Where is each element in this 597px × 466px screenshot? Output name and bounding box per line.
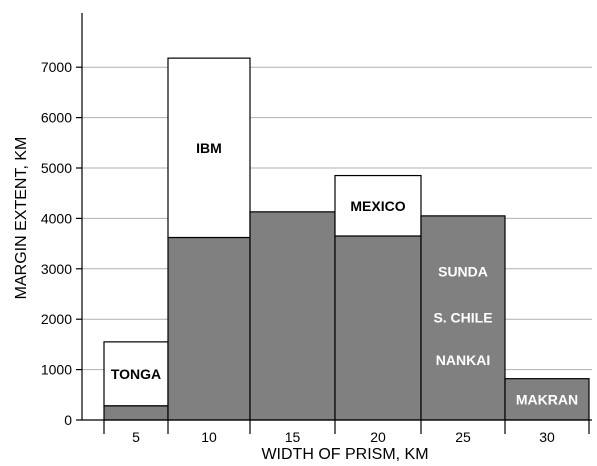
- y-tick-label: 3000: [41, 261, 72, 277]
- bar-annotation: SUNDA: [438, 263, 488, 279]
- x-tick-label: 20: [370, 429, 386, 445]
- bar-gray-segment: [420, 215, 506, 421]
- bar-gray-segment: [167, 236, 251, 421]
- y-tick-label: 7000: [41, 59, 72, 75]
- y-ticks: 0 1000 2000 3000 4000 5000 6000 7000: [41, 59, 82, 428]
- y-tick-label: 1000: [41, 362, 72, 378]
- bar-annotation: NANKAI: [436, 352, 490, 368]
- bar-gray-segment: [103, 405, 169, 421]
- x-ticks: 5 10 15 20 25 30: [103, 420, 590, 445]
- x-tick-label: 15: [285, 429, 301, 445]
- bar-label: MEXICO: [350, 198, 405, 214]
- bar-white-segment: [334, 174, 422, 237]
- x-tick-label: 25: [455, 429, 471, 445]
- y-tick-label: 4000: [41, 210, 72, 226]
- x-tick-label: 10: [201, 429, 217, 445]
- bar-label: MAKRAN: [516, 391, 578, 407]
- bars: [103, 57, 590, 421]
- y-tick-label: 0: [64, 412, 72, 428]
- bar-gray-segment: [249, 211, 336, 421]
- y-tick-label: 5000: [41, 160, 72, 176]
- x-axis-title: WIDTH OF PRISM, KM: [261, 446, 428, 463]
- bar-annotation: S. CHILE: [433, 310, 492, 326]
- bar-white-segment: [167, 57, 251, 239]
- bar-gray-segment: [504, 378, 590, 421]
- x-tick-label: 30: [539, 429, 555, 445]
- bar-label: TONGA: [111, 366, 161, 382]
- axes: [81, 13, 592, 421]
- bar-gray-segment: [334, 235, 422, 421]
- y-axis-title: MARGIN EXTENT, KM: [13, 137, 30, 300]
- bar-label: IBM: [196, 140, 222, 156]
- y-tick-label: 2000: [41, 311, 72, 327]
- x-tick-label: 5: [132, 429, 140, 445]
- bar-labels: TONGA IBM MEXICO MAKRAN SUNDA S. CHILE NANKAI: [111, 140, 578, 407]
- y-tick-label: 6000: [41, 110, 72, 126]
